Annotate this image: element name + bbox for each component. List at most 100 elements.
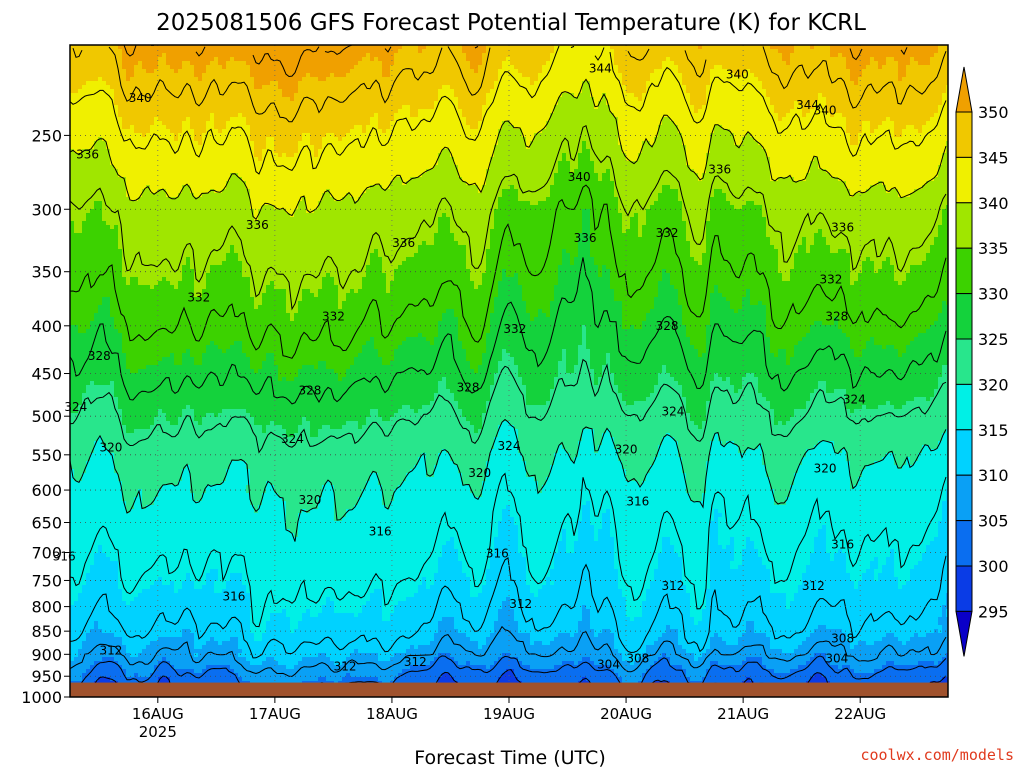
field-cell: [822, 45, 827, 98]
field-cell: [366, 265, 371, 342]
field-cell: [286, 437, 291, 530]
field-cell: [146, 505, 151, 590]
field-cell: [262, 205, 267, 294]
field-cell: [946, 489, 948, 594]
field-cell: [794, 669, 799, 694]
field-cell: [238, 61, 243, 114]
field-cell: [802, 45, 807, 118]
field-cell: [930, 245, 935, 326]
field-cell: [730, 205, 735, 310]
field-cell: [214, 665, 219, 686]
field-cell: [362, 605, 367, 654]
field-cell: [782, 117, 787, 178]
field-cell: [122, 177, 127, 278]
field-cell: [510, 517, 515, 610]
field-cell: [238, 261, 243, 342]
field-cell: [450, 157, 455, 234]
field-cell: [870, 45, 875, 58]
field-cell: [902, 77, 907, 130]
field-cell: [758, 45, 763, 82]
field-cell: [594, 109, 599, 174]
field-cell: [398, 177, 403, 266]
field-cell: [462, 485, 467, 574]
field-cell: [282, 665, 287, 690]
field-cell: [290, 101, 295, 158]
field-cell: [686, 45, 691, 94]
field-cell: [274, 153, 279, 210]
field-cell: [526, 201, 531, 314]
field-cell: [706, 325, 711, 402]
field-cell: [82, 85, 87, 150]
field-cell: [698, 657, 703, 682]
field-cell: [578, 621, 583, 662]
field-cell: [318, 201, 323, 290]
contour-label: 324: [498, 439, 521, 453]
field-cell: [526, 313, 531, 406]
field-cell: [78, 649, 83, 682]
field-cell: [542, 201, 547, 314]
field-cell: [298, 369, 303, 426]
field-cell: [630, 621, 635, 666]
field-cell: [526, 45, 531, 78]
field-cell: [194, 649, 199, 654]
field-cell: [186, 185, 191, 258]
field-cell: [70, 93, 75, 150]
field-cell: [826, 661, 831, 682]
field-cell: [942, 501, 947, 606]
field-cell: [622, 469, 627, 598]
field-cell: [490, 45, 495, 90]
field-cell: [546, 45, 551, 62]
field-cell: [186, 669, 191, 690]
field-cell: [94, 385, 99, 442]
field-cell: [634, 329, 639, 402]
field-cell: [842, 249, 847, 334]
field-cell: [390, 417, 395, 502]
field-cell: [146, 365, 151, 430]
field-cell: [870, 133, 875, 186]
field-cell: [278, 45, 283, 90]
field-cell: [826, 325, 831, 394]
field-cell: [274, 613, 279, 662]
field-cell: [170, 45, 175, 70]
field-cell: [662, 117, 667, 186]
field-cell: [902, 353, 907, 406]
field-cell: [674, 381, 679, 442]
field-cell: [706, 461, 711, 590]
field-cell: [894, 577, 899, 638]
ground-fill: [70, 682, 948, 697]
field-cell: [470, 69, 475, 130]
field-cell: [442, 45, 447, 86]
field-cell: [650, 205, 655, 310]
field-cell: [558, 161, 563, 266]
field-cell: [322, 653, 327, 678]
field-cell: [466, 361, 471, 422]
field-cell: [854, 589, 859, 646]
contour-label: 328: [299, 383, 322, 397]
field-cell: [910, 57, 915, 126]
field-cell: [630, 217, 635, 326]
field-cell: [694, 45, 699, 114]
field-cell: [406, 597, 411, 650]
field-cell: [774, 593, 779, 650]
field-cell: [498, 609, 503, 658]
field-cell: [94, 621, 99, 662]
field-cell: [130, 657, 135, 678]
field-cell: [458, 665, 463, 686]
field-cell: [762, 565, 767, 634]
field-cell: [878, 125, 883, 182]
field-cell: [158, 189, 163, 282]
field-cell: [230, 669, 235, 694]
field-cell: [238, 573, 243, 650]
field-cell: [110, 229, 115, 318]
field-cell: [518, 377, 523, 454]
field-cell: [154, 45, 159, 70]
field-cell: [890, 453, 895, 550]
field-cell: [570, 173, 575, 266]
field-cell: [722, 69, 727, 130]
field-cell: [406, 45, 411, 106]
field-cell: [354, 201, 359, 294]
field-cell: [738, 637, 743, 666]
field-cell: [326, 369, 331, 426]
field-cell: [730, 133, 735, 206]
field-cell: [558, 45, 563, 98]
